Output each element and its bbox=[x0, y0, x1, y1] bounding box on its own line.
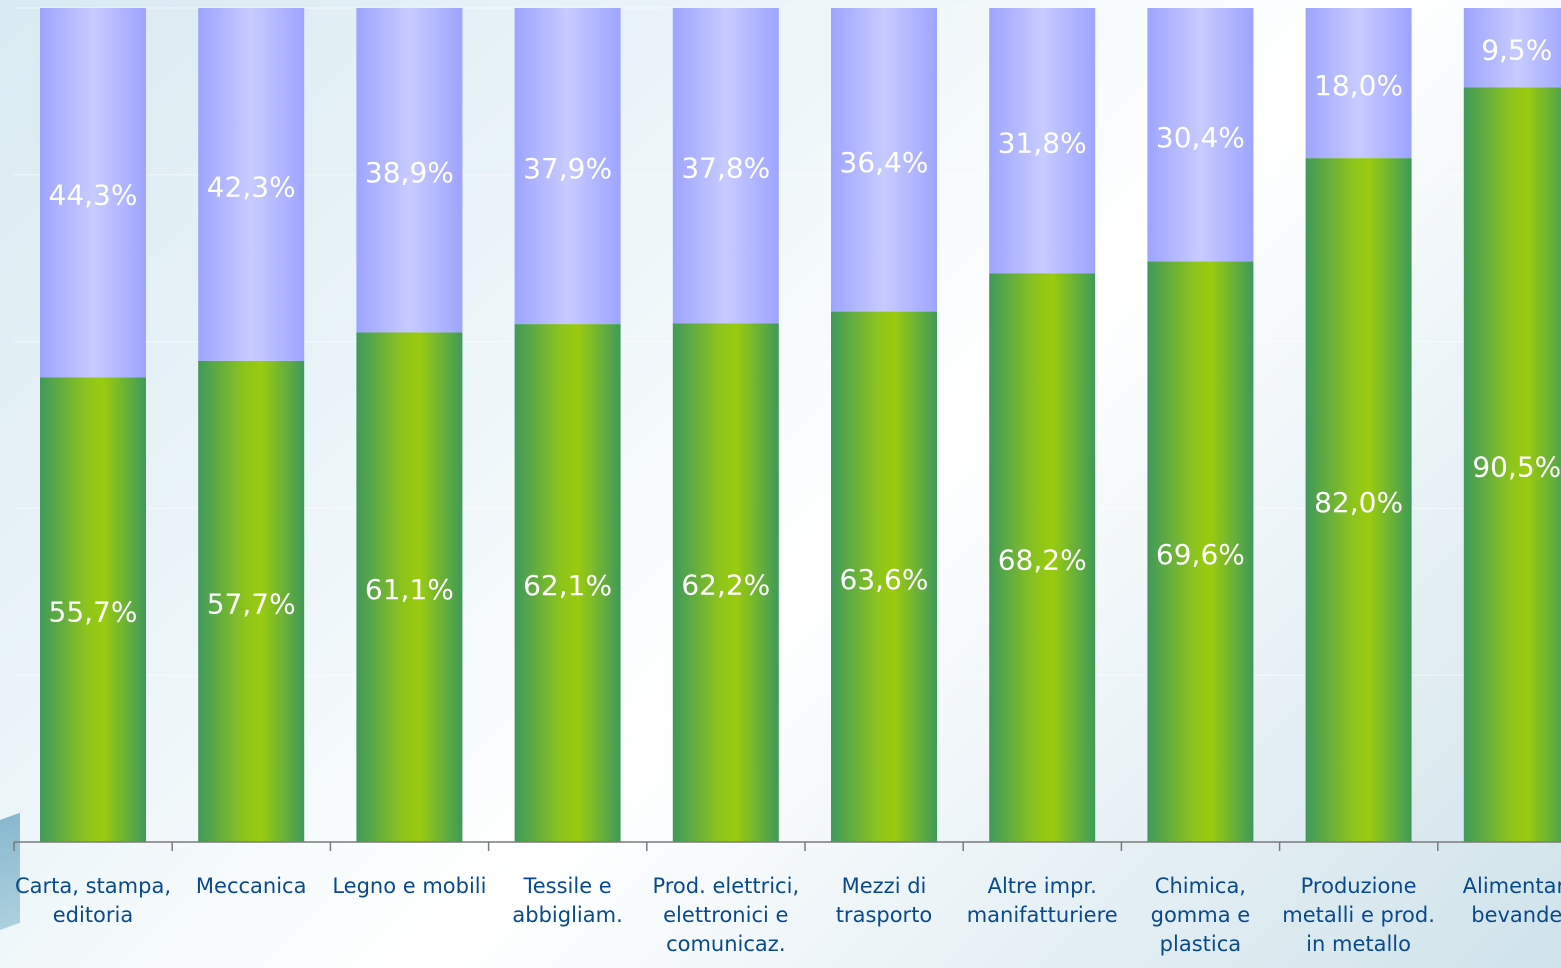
x-axis bbox=[13, 841, 1561, 851]
data-label-upper: 38,9% bbox=[365, 156, 454, 189]
bar-segment-lower bbox=[831, 311, 937, 842]
category-label-line: comunicaz. bbox=[666, 932, 785, 956]
data-label-lower: 57,7% bbox=[207, 587, 296, 620]
category-label-line: gomma e bbox=[1151, 903, 1251, 927]
category-label-line: Prod. elettrici, bbox=[652, 874, 799, 898]
category-label-line: metalli e prod. bbox=[1282, 903, 1435, 927]
category-label-line: Meccanica bbox=[196, 874, 307, 898]
bar-segment-upper bbox=[356, 8, 463, 333]
category-label-line: bevande bbox=[1471, 903, 1561, 927]
bar-segment-upper bbox=[1147, 8, 1254, 262]
category-label: Meccanica bbox=[196, 874, 307, 898]
data-label-upper: 36,4% bbox=[840, 146, 929, 179]
data-label-upper: 37,9% bbox=[523, 152, 612, 185]
bar-segment-lower bbox=[1463, 87, 1561, 843]
category-label: Carta, stampa, editoria bbox=[15, 874, 171, 927]
category-label-line: trasporto bbox=[836, 903, 933, 927]
category-label-line: in metallo bbox=[1306, 932, 1411, 956]
data-labels: 55,7% 44,3% 57,7% 42,3% 61,1% 38,9% 62,1% 37,9%… bbox=[49, 34, 1561, 629]
bar-segment-upper bbox=[1463, 8, 1561, 88]
data-label-upper: 18,0% bbox=[1314, 69, 1403, 102]
bar-segment-lower bbox=[198, 360, 305, 842]
data-label-lower: 82,0% bbox=[1314, 486, 1403, 519]
category-label: Legno e mobili bbox=[332, 874, 486, 898]
data-label-lower: 68,2% bbox=[998, 544, 1087, 577]
bar-segment-upper bbox=[1305, 8, 1412, 159]
data-label-upper: 31,8% bbox=[998, 127, 1087, 160]
category-label-line: plastica bbox=[1160, 932, 1241, 956]
category-label: Altre impr. manifatturiere bbox=[967, 874, 1118, 927]
category-label: Prod. elettrici, elettronici e comunicaz. bbox=[652, 874, 799, 956]
category-label-line: Alimentari bbox=[1463, 874, 1561, 898]
data-label-lower: 90,5% bbox=[1472, 451, 1561, 484]
category-label-line: abbigliam. bbox=[512, 903, 622, 927]
category-label-line: Carta, stampa, bbox=[15, 874, 171, 898]
bar-segment-upper bbox=[831, 8, 937, 312]
category-label-line: Altre impr. bbox=[988, 874, 1097, 898]
category-label: Tessile e abbigliam. bbox=[512, 874, 622, 927]
category-label-line: Produzione bbox=[1301, 874, 1417, 898]
bar-segment-lower bbox=[356, 332, 463, 842]
category-label: Chimica, gomma e plastica bbox=[1151, 874, 1251, 956]
bar-segment-lower bbox=[672, 323, 779, 842]
category-labels: Carta, stampa, editoria Meccanica Legno e m… bbox=[15, 874, 1561, 956]
category-label-line: manifatturiere bbox=[967, 903, 1118, 927]
data-label-upper: 44,3% bbox=[49, 179, 138, 212]
bar-segment-upper bbox=[40, 8, 146, 378]
bar-segment-upper bbox=[989, 8, 1096, 274]
category-label: Produzione metalli e prod. in metallo bbox=[1282, 874, 1435, 956]
bars bbox=[40, 8, 1561, 843]
data-label-lower: 55,7% bbox=[49, 596, 138, 629]
data-label-upper: 42,3% bbox=[207, 170, 296, 203]
data-label-lower: 63,6% bbox=[840, 563, 929, 596]
data-label-upper: 30,4% bbox=[1156, 121, 1245, 154]
bar-segment-upper bbox=[198, 8, 305, 361]
bar-segment-lower bbox=[1305, 158, 1412, 842]
bar-segment-lower bbox=[514, 324, 621, 842]
data-label-lower: 69,6% bbox=[1156, 538, 1245, 571]
data-label-lower: 62,1% bbox=[523, 569, 612, 602]
category-label-line: Chimica, bbox=[1155, 874, 1246, 898]
bar-segment-lower bbox=[1147, 261, 1254, 842]
category-label-line: editoria bbox=[53, 903, 134, 927]
category-label-line: elettronici e bbox=[663, 903, 788, 927]
bar-segment-lower bbox=[989, 273, 1096, 842]
bar-segment-upper bbox=[672, 8, 779, 324]
category-label: Alimentari bevande bbox=[1463, 874, 1561, 927]
data-label-upper: 37,8% bbox=[681, 152, 770, 185]
data-label-lower: 62,2% bbox=[681, 569, 770, 602]
bar-segment-upper bbox=[514, 8, 621, 325]
category-label: Mezzi di trasporto bbox=[836, 874, 933, 927]
category-label-line: Tessile e bbox=[522, 874, 611, 898]
data-label-upper: 9,5% bbox=[1481, 34, 1552, 67]
category-label-line: Legno e mobili bbox=[332, 874, 486, 898]
data-label-lower: 61,1% bbox=[365, 573, 454, 606]
category-label-line: Mezzi di bbox=[842, 874, 927, 898]
bar-segment-lower bbox=[40, 377, 146, 842]
